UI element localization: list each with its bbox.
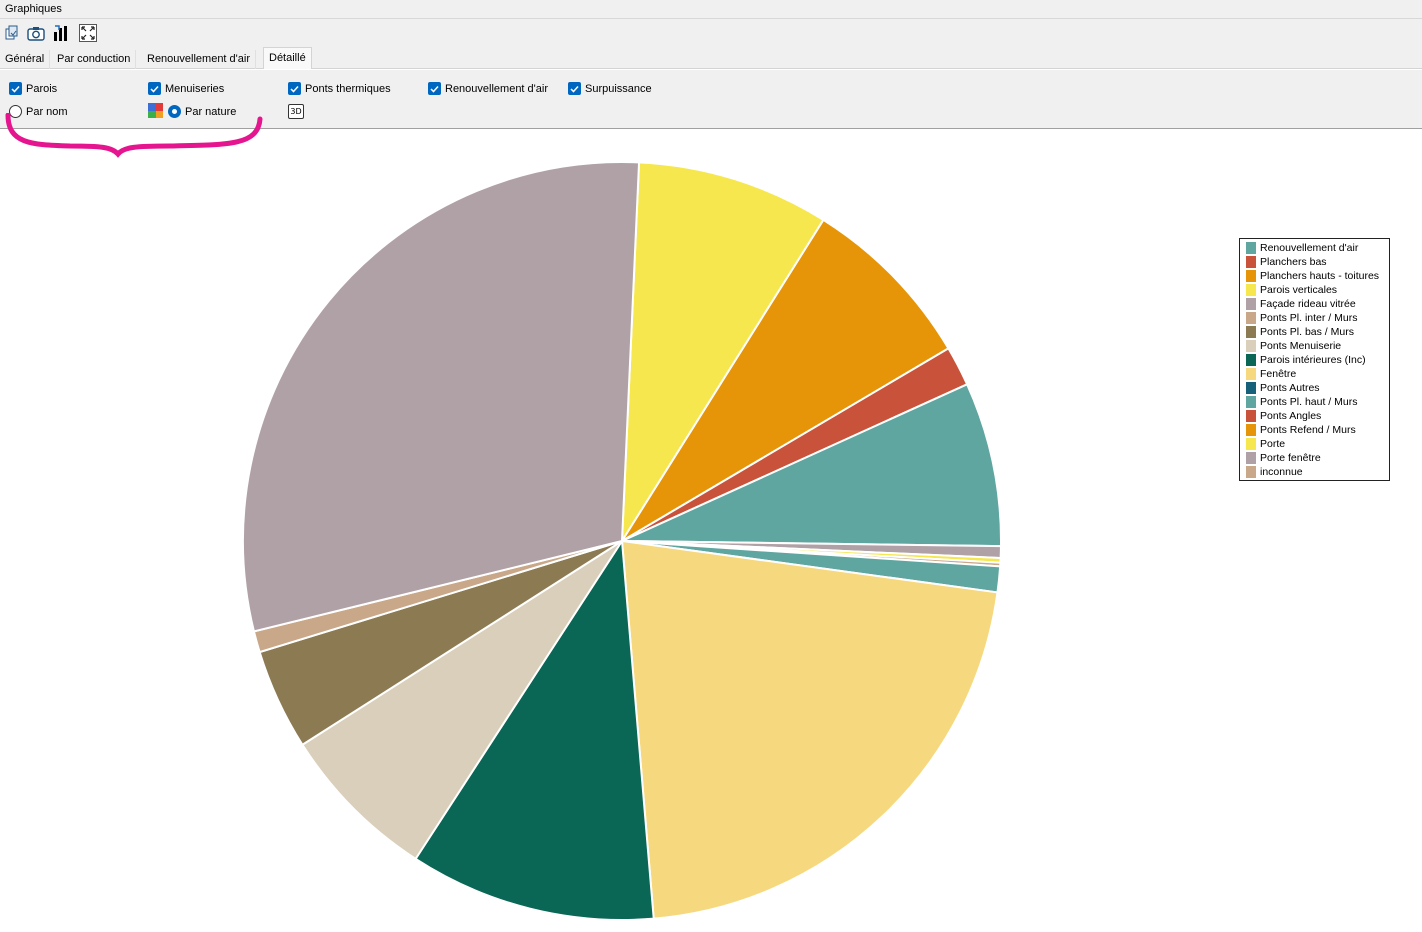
legend-swatch (1246, 284, 1256, 296)
pie-slice-fen-tre (620, 539, 999, 920)
checkbox-label: Renouvellement d'air (445, 82, 548, 95)
options-panel: Parois Menuiseries Ponts thermiques Reno… (0, 70, 1422, 129)
checkbox-label: Parois (26, 82, 58, 95)
checkbox-ponts-thermiques[interactable]: Ponts thermiques (288, 82, 391, 95)
pie-slice-planchers-hauts-toitures (621, 218, 950, 542)
legend-swatch (1246, 298, 1256, 310)
pie-slice-parois-verticales (620, 161, 825, 545)
checkbox-checked-icon (9, 82, 22, 95)
pie-slice-parois-int-rieures-inc- (414, 538, 655, 921)
legend-item: Planchers hauts - toitures (1246, 269, 1389, 283)
legend-swatch (1246, 368, 1256, 380)
legend-label: inconnue (1260, 466, 1303, 478)
legend-swatch (1246, 270, 1256, 282)
radio-label: Par nom (26, 105, 68, 118)
fullscreen-icon[interactable] (78, 23, 98, 43)
chart-legend: Renouvellement d'air Planchers bas Planche… (1239, 238, 1390, 481)
3d-toggle-button[interactable]: 3D (288, 104, 304, 119)
legend-swatch (1246, 452, 1256, 464)
legend-swatch (1246, 466, 1256, 478)
checkbox-label: Surpuissance (585, 82, 652, 95)
radio-par-nom[interactable]: Par nom (9, 105, 68, 118)
legend-label: Parois verticales (1260, 284, 1338, 296)
copy-icon[interactable] (2, 23, 22, 43)
toolbar (0, 19, 1422, 47)
radio-unselected-icon (9, 105, 22, 118)
legend-item: Planchers bas (1246, 255, 1389, 269)
checkbox-label: Ponts thermiques (305, 82, 391, 95)
legend-item: Parois verticales (1246, 283, 1389, 297)
legend-label: Porte fenêtre (1260, 452, 1321, 464)
legend-swatch (1246, 438, 1256, 450)
legend-label: Planchers bas (1260, 256, 1327, 268)
legend-label: Parois intérieures (Inc) (1260, 354, 1366, 366)
chart-export-icon[interactable] (51, 23, 71, 43)
legend-swatch (1246, 242, 1256, 254)
legend-label: Ponts Refend / Murs (1260, 424, 1356, 436)
checkbox-surpuissance[interactable]: Surpuissance (568, 82, 652, 95)
tab-general[interactable]: Général (0, 50, 51, 69)
camera-icon[interactable] (26, 23, 46, 43)
pie-slice-porte-fen-tre (242, 160, 641, 633)
pie-chart (242, 160, 1002, 921)
legend-item: Porte fenêtre (1246, 451, 1389, 465)
tab-renouvellement-air[interactable]: Renouvellement d'air (142, 50, 256, 69)
window-title: Graphiques (5, 3, 62, 15)
radio-label: Par nature (185, 105, 237, 118)
legend-item: Ponts Pl. inter / Murs (1246, 311, 1389, 325)
chart-area (0, 130, 1422, 932)
color-palette-icon[interactable] (148, 103, 163, 118)
legend-item: Porte (1246, 437, 1389, 451)
checkbox-checked-icon (288, 82, 301, 95)
checkbox-parois[interactable]: Parois (9, 82, 57, 95)
legend-item: Ponts Pl. bas / Murs (1246, 325, 1389, 339)
legend-item: Fenêtre (1246, 367, 1389, 381)
tab-detaille[interactable]: Détaillé (263, 47, 312, 69)
legend-item: Parois intérieures (Inc) (1246, 353, 1389, 367)
legend-item: Renouvellement d'air (1246, 241, 1389, 255)
legend-label: Ponts Pl. inter / Murs (1260, 312, 1358, 324)
legend-item: Ponts Angles (1246, 409, 1389, 423)
checkbox-menuiseries[interactable]: Menuiseries (148, 82, 224, 95)
tab-bar: Général Par conduction Renouvellement d'… (0, 47, 1422, 69)
legend-swatch (1246, 424, 1256, 436)
legend-swatch (1246, 354, 1256, 366)
legend-label: Ponts Autres (1260, 382, 1320, 394)
legend-label: Renouvellement d'air (1260, 242, 1359, 254)
legend-swatch (1246, 410, 1256, 422)
legend-label: Fenêtre (1260, 368, 1297, 380)
legend-item: Ponts Refend / Murs (1246, 423, 1389, 437)
legend-swatch (1246, 382, 1256, 394)
legend-swatch (1246, 340, 1256, 352)
tab-par-conduction[interactable]: Par conduction (52, 50, 137, 69)
legend-label: Porte (1260, 438, 1286, 450)
legend-swatch (1246, 312, 1256, 324)
legend-item: Ponts Autres (1246, 381, 1389, 395)
legend-label: Ponts Pl. bas / Murs (1260, 326, 1354, 338)
radio-par-nature[interactable]: Par nature (168, 105, 236, 118)
checkbox-renouvellement-air[interactable]: Renouvellement d'air (428, 82, 548, 95)
legend-swatch (1246, 396, 1256, 408)
legend-label: Ponts Angles (1260, 410, 1322, 422)
radio-selected-icon (168, 105, 181, 118)
legend-item: Ponts Menuiserie (1246, 339, 1389, 353)
legend-label: Planchers hauts - toitures (1260, 270, 1380, 282)
pie-slice-ponts-menuiserie (301, 540, 623, 861)
checkbox-checked-icon (568, 82, 581, 95)
legend-swatch (1246, 326, 1256, 338)
window-titlebar: Graphiques (0, 0, 1422, 19)
checkbox-checked-icon (148, 82, 161, 95)
pie-slice-renouvellement-d-air (621, 382, 1002, 548)
legend-item: Façade rideau vitrée (1246, 297, 1389, 311)
legend-item: inconnue (1246, 465, 1389, 479)
checkbox-label: Menuiseries (165, 82, 225, 95)
checkbox-checked-icon (428, 82, 441, 95)
legend-item: Ponts Pl. haut / Murs (1246, 395, 1389, 409)
legend-label: Ponts Menuiserie (1260, 340, 1342, 352)
legend-label: Ponts Pl. haut / Murs (1260, 396, 1358, 408)
legend-swatch (1246, 256, 1256, 268)
annotation-brace (5, 113, 263, 158)
legend-label: Façade rideau vitrée (1260, 298, 1356, 310)
